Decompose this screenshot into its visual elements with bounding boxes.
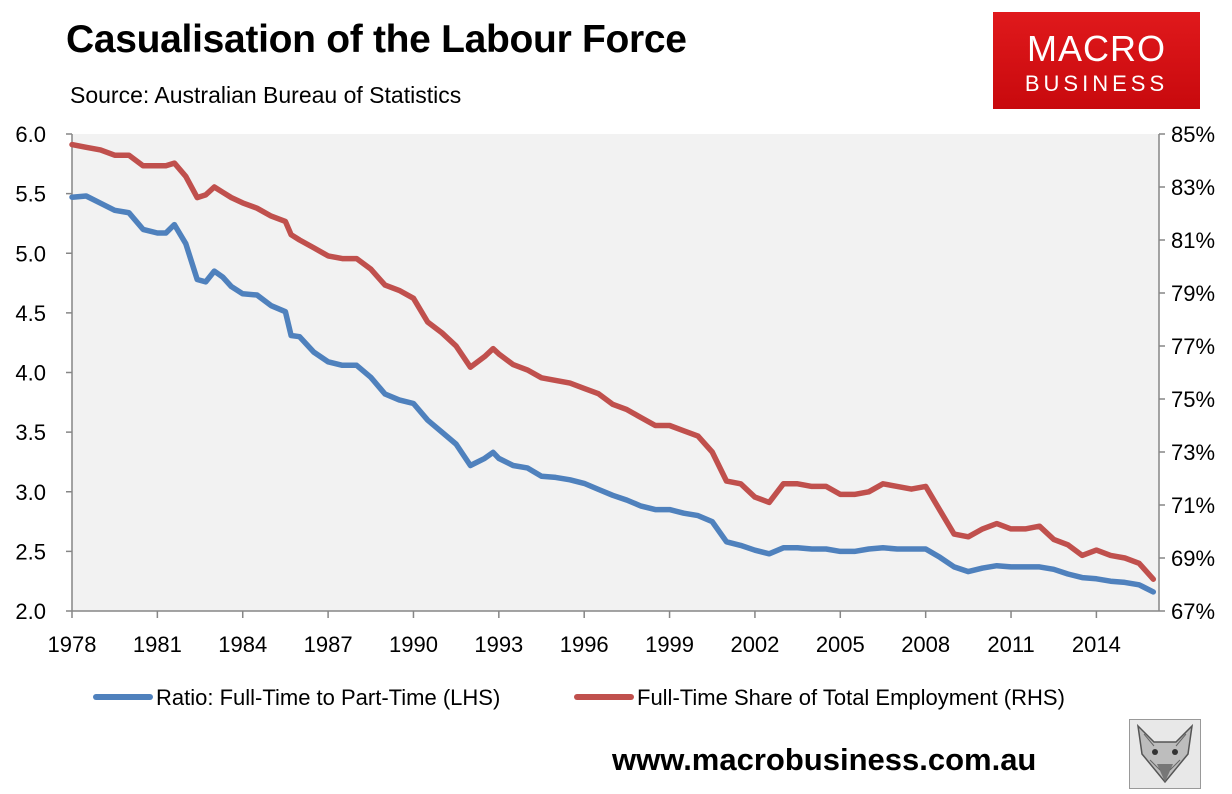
- y-right-tick-label: 71%: [1171, 493, 1215, 518]
- y-left-tick-label: 2.0: [15, 599, 46, 624]
- macrobusiness-logo: MACRO BUSINESS: [993, 12, 1200, 109]
- y-right-tick-label: 73%: [1171, 440, 1215, 465]
- logo-text-business: BUSINESS: [1024, 71, 1169, 96]
- legend: Ratio: Full-Time to Part-Time (LHS) Full-…: [93, 685, 1065, 710]
- legend-item-fulltime-share-label: Full-Time Share of Total Employment (RHS…: [637, 685, 1065, 710]
- y-axis-left: 2.0 2.5 3.0 3.5 4.0 4.5 5.0 5.5 6.0: [15, 122, 73, 624]
- x-tick-label: 1999: [645, 632, 694, 657]
- y-axis-right: 67% 69% 71% 73% 75% 77% 79% 81% 83% 85%: [1158, 122, 1215, 624]
- website-url: www.macrobusiness.com.au: [612, 742, 1037, 777]
- series-line-fulltime-share: [69, 141, 1157, 582]
- y-left-tick-label: 3.0: [15, 480, 46, 505]
- x-tick-label: 1987: [304, 632, 353, 657]
- chart-source: Source: Australian Bureau of Statistics: [70, 82, 462, 108]
- x-tick-label: 2002: [730, 632, 779, 657]
- y-left-tick-label: 6.0: [15, 122, 46, 147]
- y-left-tick-label: 4.0: [15, 361, 46, 386]
- x-tick-label: 2011: [987, 632, 1034, 657]
- y-left-tick-label: 2.5: [15, 539, 46, 564]
- y-right-tick-label: 75%: [1171, 387, 1215, 412]
- series-lines: [69, 141, 1157, 595]
- fox-head-icon: [1129, 719, 1201, 789]
- y-left-tick-label: 3.5: [15, 420, 46, 445]
- x-tick-label: 1993: [474, 632, 523, 657]
- y-right-tick-label: 69%: [1171, 546, 1215, 571]
- y-right-tick-label: 67%: [1171, 599, 1215, 624]
- x-tick-label: 2014: [1072, 632, 1121, 657]
- x-tick-label: 1990: [389, 632, 438, 657]
- x-axis: 1978 1981 1984 1987 1990 1993 1996 1999 2002 2005…: [48, 610, 1159, 657]
- x-tick-label: 1984: [218, 632, 267, 657]
- y-right-tick-label: 81%: [1171, 228, 1215, 253]
- y-left-tick-label: 5.5: [15, 182, 46, 207]
- x-tick-label: 2005: [816, 632, 865, 657]
- chart-title: Casualisation of the Labour Force: [66, 18, 687, 61]
- y-right-tick-label: 77%: [1171, 334, 1215, 359]
- x-tick-label: 2008: [901, 632, 950, 657]
- y-left-tick-label: 4.5: [15, 301, 46, 326]
- logo-text-macro: MACRO: [1027, 28, 1166, 69]
- plot-area: [72, 134, 1159, 611]
- y-right-tick-label: 79%: [1171, 281, 1215, 306]
- x-tick-label: 1981: [133, 632, 182, 657]
- x-tick-label: 1996: [560, 632, 609, 657]
- series-line-ratio: [69, 193, 1157, 595]
- x-tick-label: 1978: [48, 632, 97, 657]
- y-right-tick-label: 85%: [1171, 122, 1215, 147]
- y-right-tick-label: 83%: [1171, 175, 1215, 200]
- y-left-tick-label: 5.0: [15, 241, 46, 266]
- legend-item-ratio-label: Ratio: Full-Time to Part-Time (LHS): [156, 685, 500, 710]
